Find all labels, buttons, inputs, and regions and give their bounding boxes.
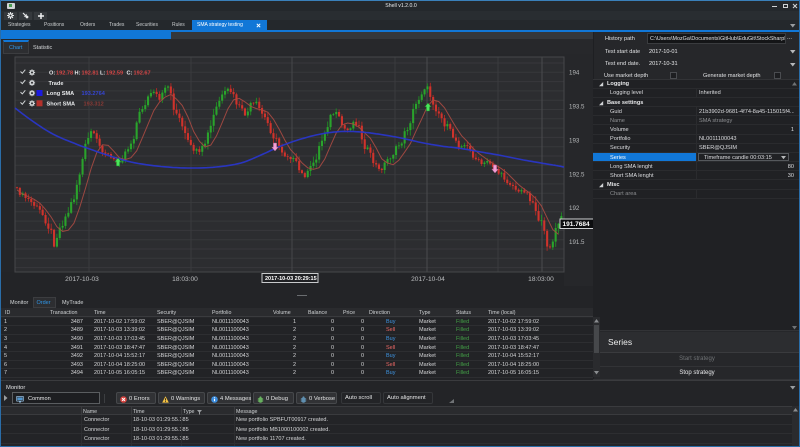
- svg-text:L:: L:: [100, 71, 105, 77]
- svg-text:193: 193: [569, 137, 580, 144]
- svg-text:192.78: 192.78: [56, 71, 73, 77]
- svg-text:O:: O:: [49, 71, 55, 77]
- svg-text:2017-10-03 20:29:15: 2017-10-03 20:29:15: [265, 276, 317, 282]
- svg-text:Short SMA: Short SMA: [47, 102, 76, 108]
- svg-text:192.67: 192.67: [134, 71, 151, 77]
- svg-text:191.7684: 191.7684: [563, 221, 590, 228]
- svg-text:2017-10-03: 2017-10-03: [65, 276, 99, 283]
- svg-text:193.312: 193.312: [84, 102, 104, 108]
- svg-text:193.5: 193.5: [569, 104, 585, 111]
- svg-text:Long SMA: Long SMA: [47, 91, 75, 97]
- svg-text:18:03:00: 18:03:00: [172, 276, 198, 283]
- svg-text:192: 192: [569, 205, 580, 212]
- svg-text:2017-10-04: 2017-10-04: [411, 276, 445, 283]
- svg-text:193.2764: 193.2764: [82, 91, 106, 97]
- svg-text:Trade: Trade: [49, 81, 64, 87]
- svg-text:C:: C:: [127, 71, 133, 77]
- svg-text:192.59: 192.59: [106, 71, 123, 77]
- svg-text:18:03:00: 18:03:00: [528, 276, 554, 283]
- svg-text:H:: H:: [75, 71, 81, 77]
- svg-text:192.5: 192.5: [569, 171, 585, 178]
- svg-text:191.5: 191.5: [569, 239, 585, 246]
- svg-text:194: 194: [569, 70, 580, 77]
- svg-text:192.81: 192.81: [82, 71, 99, 77]
